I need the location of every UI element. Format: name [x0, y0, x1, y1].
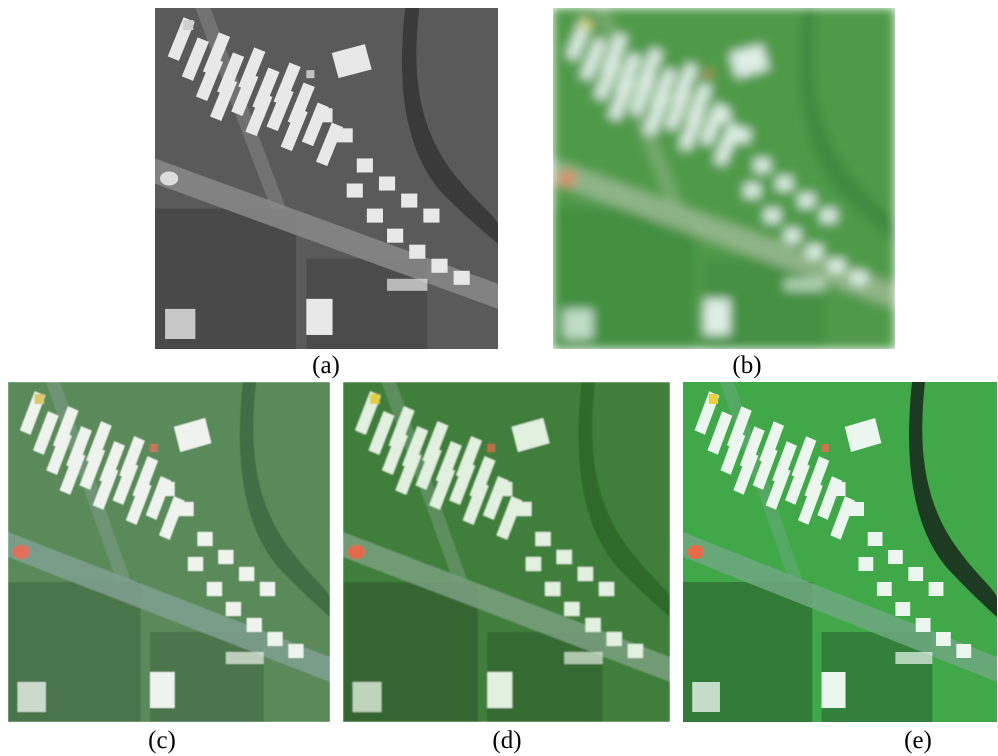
panel-d-image: [343, 382, 670, 722]
caption-d: (d): [492, 727, 522, 754]
scene-a: [155, 8, 498, 349]
scene-e: [683, 382, 997, 722]
scene-c: [8, 382, 330, 722]
caption-e: (e): [904, 727, 932, 754]
scene-b: [553, 8, 895, 349]
caption-b: (b): [732, 352, 762, 379]
panel-b-image: [553, 8, 895, 349]
caption-a: (a): [312, 352, 340, 379]
panel-c-image: [8, 382, 330, 722]
panel-a-image: [155, 8, 498, 349]
caption-c: (c): [148, 727, 176, 754]
scene-d: [343, 382, 670, 722]
panel-e-image: [683, 382, 997, 722]
